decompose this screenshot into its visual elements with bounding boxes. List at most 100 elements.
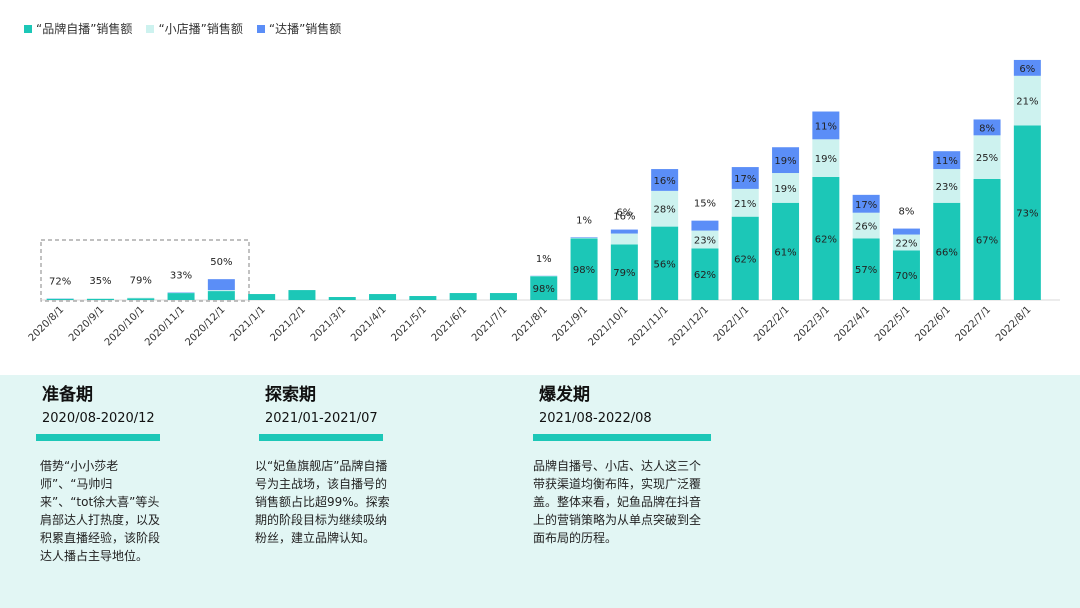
bar-segment — [691, 248, 719, 300]
bar-segment — [892, 250, 920, 300]
x-tick-label: 2022/6/1 — [913, 304, 953, 344]
data-label: 98% — [573, 265, 595, 276]
x-tick-label: 2021/2/1 — [269, 304, 309, 344]
bar-segment — [328, 297, 356, 300]
bar-segment — [973, 135, 1001, 179]
data-label: 11% — [936, 156, 958, 167]
data-label: 56% — [654, 259, 676, 270]
data-label: 62% — [815, 234, 837, 245]
phase-underline — [36, 434, 160, 441]
phase-title: 探索期 — [265, 385, 316, 405]
x-tick-label: 2020/10/1 — [103, 304, 147, 348]
data-label: 17% — [734, 174, 756, 185]
bar-segment — [691, 220, 719, 231]
phase-underline — [259, 434, 383, 441]
bar-segment — [207, 291, 235, 300]
data-label: 23% — [936, 182, 958, 193]
bar-segment — [46, 298, 74, 300]
bar-segment — [772, 147, 800, 174]
bar-segment — [1013, 125, 1041, 301]
legend-label-brand-live: “品牌自播”销售额 — [36, 22, 133, 36]
bar-segment — [1013, 59, 1041, 76]
bar-segment — [812, 176, 840, 300]
chart-legend: “品牌自播”销售额 “小店播”销售额 “达播”销售额 — [24, 20, 341, 37]
x-tick-label: 2021/4/1 — [349, 304, 389, 344]
bar-segment — [852, 238, 880, 300]
bar-segment — [731, 188, 759, 217]
data-label: 17% — [855, 200, 877, 211]
data-label: 19% — [815, 154, 837, 165]
bar-segment — [570, 237, 598, 238]
data-label: 21% — [734, 199, 756, 210]
bar-segment — [86, 298, 114, 299]
phase-title: 爆发期 — [539, 385, 590, 405]
bar-segment — [651, 169, 679, 191]
bar-segment — [127, 297, 155, 299]
bar-segment — [651, 226, 679, 300]
phase-description: 以“妃鱼旗舰店”品牌自播号为主战场，该自播号的销售额占比超99%。探索期的阶段目… — [255, 459, 390, 545]
phase-title: 准备期 — [42, 385, 93, 405]
x-tick-label: 2021/10/1 — [586, 304, 630, 348]
bar-segment — [933, 151, 961, 170]
bar-segment — [610, 229, 638, 234]
data-label: 79% — [613, 268, 635, 279]
phase-preparation: 准备期 2020/08-2020/12 借势“小小莎老师”、“马帅归来”、“to… — [36, 380, 160, 565]
data-label: 35% — [89, 276, 111, 287]
data-label: 8% — [899, 207, 915, 218]
bar-segment — [530, 276, 558, 300]
bar-segment — [248, 294, 276, 300]
phase-range: 2020/08-2020/12 — [42, 411, 155, 426]
bar-segment — [933, 202, 961, 300]
bar-segment — [772, 202, 800, 300]
legend-swatch-influencer-live — [256, 24, 265, 33]
legend-swatch-brand-live — [24, 24, 32, 33]
legend-item-brand-live: “品牌自播”销售额 — [24, 20, 132, 37]
x-tick-label: 2020/12/1 — [183, 304, 227, 348]
data-label: 72% — [49, 276, 71, 287]
x-tick-label: 2020/8/1 — [27, 304, 67, 344]
data-label: 16% — [654, 176, 676, 187]
bar-segment — [852, 194, 880, 213]
bar-segment — [570, 237, 598, 239]
preparation-highlight-box — [40, 239, 250, 302]
bar-segment — [691, 230, 719, 249]
phase-exploration: 探索期 2021/01-2021/07 以“妃鱼旗舰店”品牌自播号为主战场，该自… — [255, 380, 390, 547]
bar-segment — [449, 293, 477, 300]
bar-segment — [731, 167, 759, 189]
data-label: 73% — [1016, 209, 1038, 220]
data-label: 70% — [895, 271, 917, 282]
data-label: 19% — [774, 184, 796, 195]
data-label: 61% — [774, 247, 796, 258]
data-label: 1% — [536, 254, 552, 265]
bar-segment — [852, 212, 880, 239]
data-label: 15% — [694, 199, 716, 210]
bar-segment — [651, 190, 679, 227]
legend-item-shop-live: “小店播”销售额 — [146, 20, 243, 37]
data-label: 8% — [979, 123, 995, 134]
data-label: 66% — [936, 247, 958, 258]
x-tick-label: 2022/8/1 — [994, 304, 1034, 344]
x-tick-label: 2021/5/1 — [389, 304, 429, 344]
x-tick-label: 2021/7/1 — [470, 304, 510, 344]
phase-range: 2021/08-2022/08 — [539, 411, 652, 426]
bar-segment — [570, 238, 598, 300]
x-tick-label: 2022/3/1 — [792, 304, 832, 344]
data-label: 1% — [576, 215, 592, 226]
data-label: 28% — [654, 205, 676, 216]
x-tick-label: 2021/3/1 — [309, 304, 349, 344]
data-label: 62% — [734, 254, 756, 265]
bar-segment — [892, 228, 920, 235]
bar-segment — [369, 294, 397, 300]
bar-segment — [86, 298, 114, 300]
data-label: 57% — [855, 265, 877, 276]
data-label: 6% — [1019, 64, 1035, 75]
bar-segment — [610, 244, 638, 300]
data-label: 26% — [855, 222, 877, 233]
bar-segment — [127, 298, 155, 300]
legend-label-shop-live: “小店播”销售额 — [158, 22, 243, 36]
x-tick-label: 2022/1/1 — [712, 304, 752, 344]
bar-segment — [610, 233, 638, 245]
bar-segment — [409, 296, 437, 300]
phase-panel — [0, 375, 1080, 608]
phase-description: 借势“小小莎老师”、“马帅归来”、“tot徐大喜”等头肩部达人打热度，以及积累直… — [40, 459, 161, 563]
